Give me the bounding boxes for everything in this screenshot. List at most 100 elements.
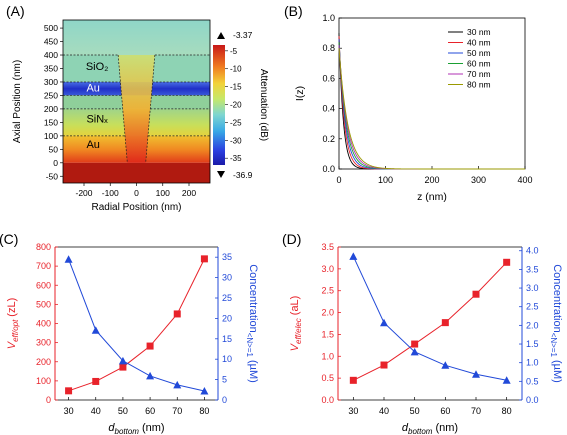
concentration-point-4: [146, 371, 155, 380]
right-tick-label: 30: [222, 273, 232, 283]
concentration-point-6: [502, 376, 511, 384]
x-axis-label-a: Radial Position (nm): [91, 202, 181, 213]
concentration-point-2: [91, 326, 100, 334]
volume-point-1: [349, 376, 357, 384]
colorbar-min-arrow: [217, 171, 225, 178]
colorbar-tick-label: -5: [230, 47, 238, 56]
left-tick-label: 500: [36, 299, 51, 309]
x-tick-label-b: 200: [424, 175, 439, 185]
left-axis-label-unit: (aL): [289, 296, 301, 316]
y-tick-label-b: 0.0: [322, 164, 335, 174]
colorbar-tick-label: -20: [230, 101, 242, 110]
x-axis-label-unit: (nm): [435, 422, 458, 434]
layer-label-au-bottom: Au: [86, 139, 99, 151]
x-axis-label-unit: (nm): [142, 422, 165, 434]
legend-label-6: 80 nm: [467, 80, 491, 90]
y-tick-label-a: 250: [44, 90, 58, 100]
right-tick-label: 2.5: [526, 302, 539, 312]
panel-a: (A)SiO₂AuSiNₓAu-500501001502002503003504…: [6, 3, 269, 213]
left-axis-label: Veff/opt (zL): [6, 298, 20, 350]
y-tick-label-a: -50: [46, 171, 59, 181]
right-axis-label-unit: (µM): [247, 360, 259, 383]
left-tick-label: 1.0: [321, 351, 334, 361]
concentration-point-1: [349, 252, 358, 260]
layer-label-sinx: SiNₓ: [86, 113, 108, 125]
x-tick-label: 80: [502, 406, 512, 416]
x-tick-label-b: 0: [336, 175, 341, 185]
y-tick-label-b: 1.0: [322, 13, 335, 23]
colorbar-max-arrow: [217, 32, 225, 39]
right-axis-label-sub: <N>=1: [549, 333, 558, 358]
right-tick-label: 2.0: [526, 320, 539, 330]
right-axis-label: Concentration<N>=1 (µM): [245, 264, 259, 383]
x-tick-label-b: 100: [378, 175, 393, 185]
volume-series-line: [68, 258, 205, 392]
x-axis-label-b: z (nm): [417, 191, 447, 203]
legend-label-1: 30 nm: [467, 27, 491, 37]
x-tick-label: 80: [199, 406, 209, 416]
series-line-5: [338, 45, 525, 170]
x-axis-label: dbottom (nm): [402, 422, 458, 435]
panel-label-a: (A): [6, 3, 25, 19]
left-tick-label: 1.5: [321, 329, 334, 339]
pore-wall-left: [117, 54, 128, 163]
colorbar-min-label: -36.9: [233, 170, 253, 180]
right-tick-label: 15: [222, 334, 232, 344]
right-tick-label: 1.0: [526, 358, 539, 368]
x-tick-label-a: 100: [156, 188, 170, 198]
x-tick-label-a: -100: [102, 188, 119, 198]
concentration-point-6: [200, 387, 209, 395]
colorbar-tick-label: -10: [230, 65, 242, 74]
panel-d: (D) 0.0 0.5 1.0 1.5 2.0 2.5 3.0 3.5 0.0 0.5 1.0 1.5 2…: [282, 231, 563, 435]
x-tick-label: 50: [118, 406, 128, 416]
left-axis-label-main: V: [289, 342, 301, 351]
panel-label-c: (C): [0, 231, 18, 247]
panel-label-b: (B): [284, 3, 303, 19]
legend-label-3: 50 nm: [467, 48, 491, 58]
concentration-point-1: [64, 255, 73, 263]
x-tick-label: 70: [471, 406, 481, 416]
volume-point-3: [411, 340, 419, 348]
y-tick-label-a: 350: [44, 63, 58, 73]
left-tick-label: 0.0: [321, 395, 334, 405]
left-tick-label: 400: [36, 319, 51, 329]
layer-label-au-top: Au: [86, 82, 99, 94]
volume-point-2: [380, 361, 388, 369]
series-line-4: [338, 42, 525, 170]
volume-point-2: [92, 377, 100, 385]
y-tick-label-a: 400: [44, 50, 58, 60]
right-axis-label-main: Concentration: [551, 264, 563, 333]
right-tick-label: 4.0: [526, 246, 539, 256]
left-tick-label: 300: [36, 338, 51, 348]
left-tick-label: 2.5: [321, 286, 334, 296]
y-tick-label-b: 0.2: [322, 134, 335, 144]
x-axis-label-sub: bottom: [408, 427, 433, 435]
legend-label-2: 40 nm: [467, 38, 491, 48]
volume-point-5: [472, 290, 480, 298]
panel-label-d: (D): [282, 231, 301, 247]
y-tick-label-a: 50: [49, 144, 59, 154]
x-tick-label: 70: [172, 406, 182, 416]
y-tick-label-b: 0.6: [322, 73, 335, 83]
series-line-6: [338, 48, 525, 170]
colorbar-tick-label: -25: [230, 118, 242, 127]
pore-wall-right: [145, 54, 156, 163]
left-axis-label-sub: eff/elec: [294, 318, 303, 344]
left-tick-label: 600: [36, 280, 51, 290]
series-line-3: [338, 39, 525, 170]
y-tick-label-b: 0.4: [322, 104, 335, 114]
volume-point-6: [503, 258, 511, 266]
layer-label-sio2: SiO₂: [86, 61, 109, 73]
left-tick-label: 3.0: [321, 264, 334, 274]
right-tick-label: 0.0: [526, 395, 539, 405]
left-tick-label: 200: [36, 357, 51, 367]
legend-label-4: 60 nm: [467, 59, 491, 69]
left-tick-label: 0.5: [321, 373, 334, 383]
right-tick-label: 35: [222, 252, 232, 262]
heatmap-region-substrate: [63, 162, 210, 183]
concentration-point-3: [118, 356, 127, 365]
y-tick-label-a: 500: [44, 23, 58, 33]
heatmap-region-top: [63, 20, 210, 56]
x-axis-label-main: d: [108, 422, 115, 434]
